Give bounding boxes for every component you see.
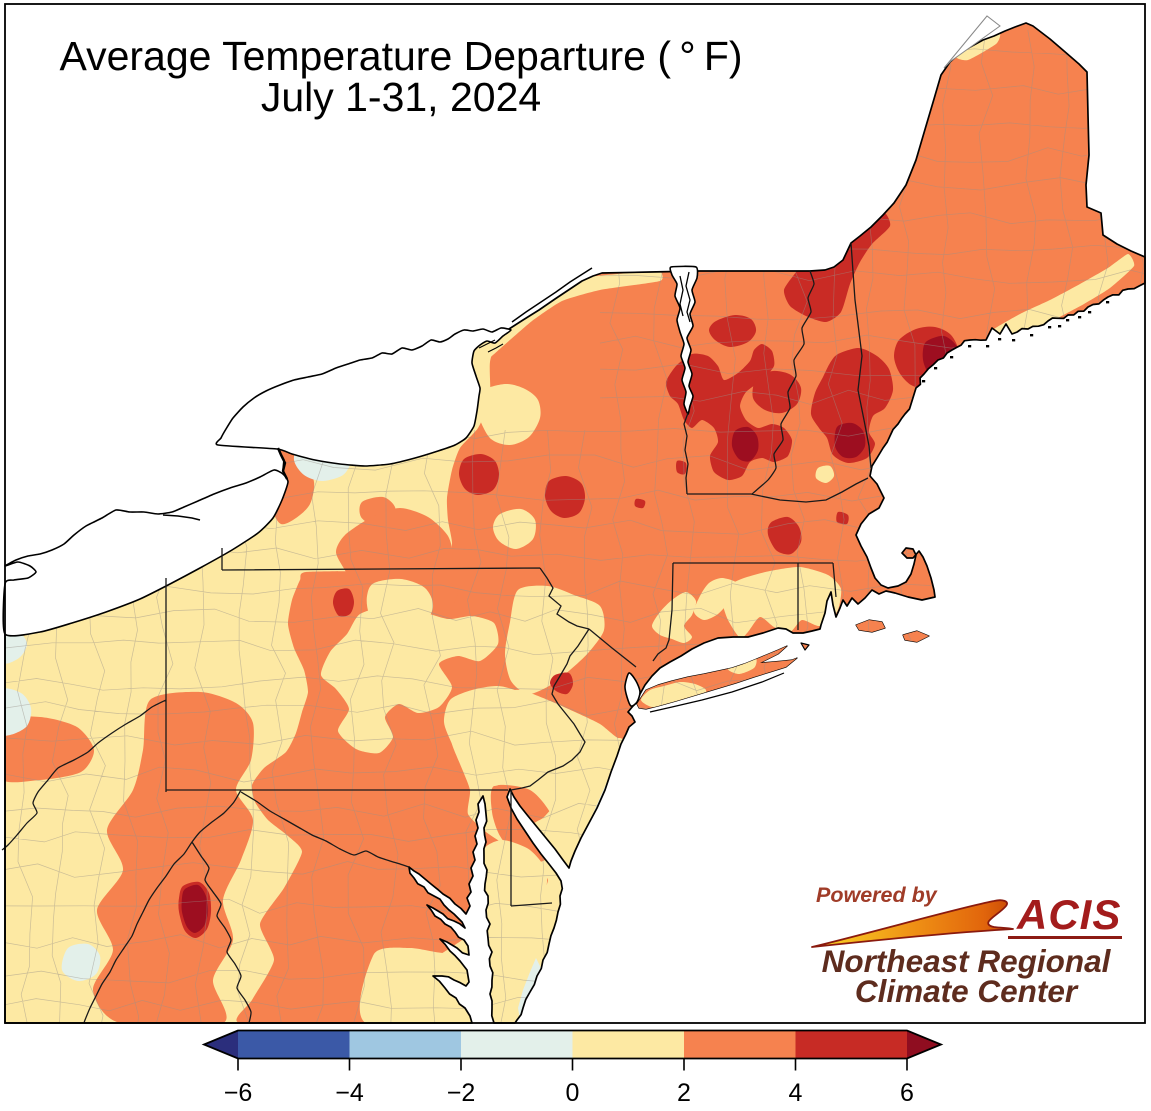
svg-text:−2: −2 [447, 1079, 476, 1107]
svg-text:4: 4 [789, 1079, 803, 1107]
svg-text:−4: −4 [335, 1079, 364, 1107]
svg-text:6: 6 [900, 1079, 914, 1107]
svg-text:0: 0 [566, 1079, 580, 1107]
svg-text:2: 2 [677, 1079, 691, 1107]
svg-text:−6: −6 [224, 1079, 253, 1107]
